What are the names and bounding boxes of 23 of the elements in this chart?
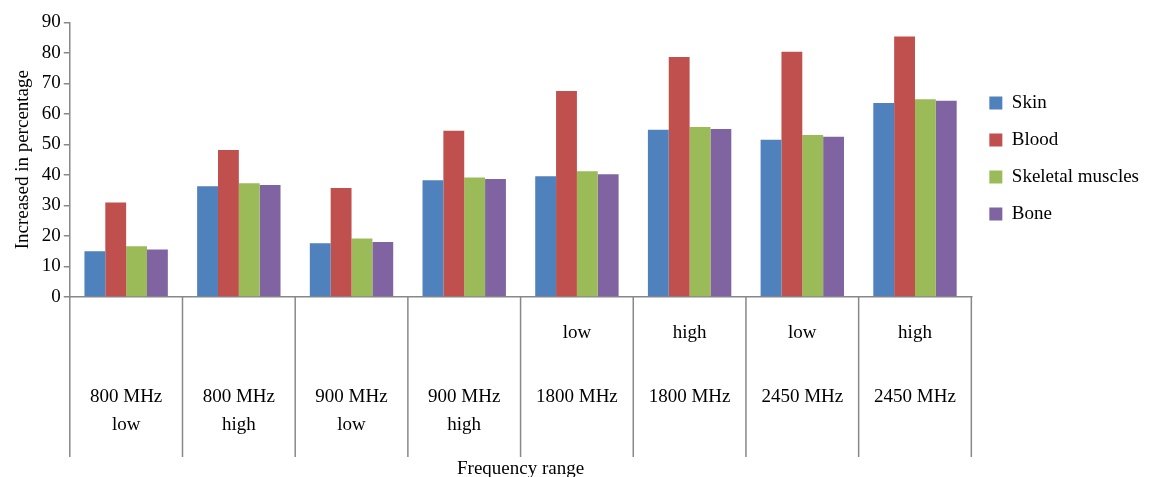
legend-label: Bone [1011,201,1052,223]
y-tick-label: 10 [41,254,61,276]
y-axis-title: Increased in percentage [11,70,33,250]
category-label: high 1800 MHz [648,320,731,406]
x-tick-label: 900 MHz high [428,384,501,434]
y-tick-label: 70 [41,71,61,93]
y-tick-label: 60 [41,101,61,123]
y-tick-label: 90 [41,10,61,32]
legend-label: Blood [1011,127,1059,149]
y-tick-label: 30 [41,193,61,215]
y-tick-label: 0 [51,284,61,306]
y-tick-label: 20 [41,223,61,245]
legend-label: Skin [1011,90,1048,112]
legend-label: Skeletal muscles [1011,164,1140,186]
y-tick-label: 40 [41,162,61,184]
category-label: low 2450 MHz [761,320,844,406]
x-tick-label: 800 MHz low [89,384,163,434]
x-tick-label: 800 MHz high [202,384,275,434]
y-tick-label: 50 [41,132,61,154]
y-tick-label: 80 [41,40,61,62]
x-tick-label: 900 MHz low [315,384,388,434]
category-label: low 1800 MHz [536,320,618,406]
category-label: high 2450 MHz [874,320,956,406]
